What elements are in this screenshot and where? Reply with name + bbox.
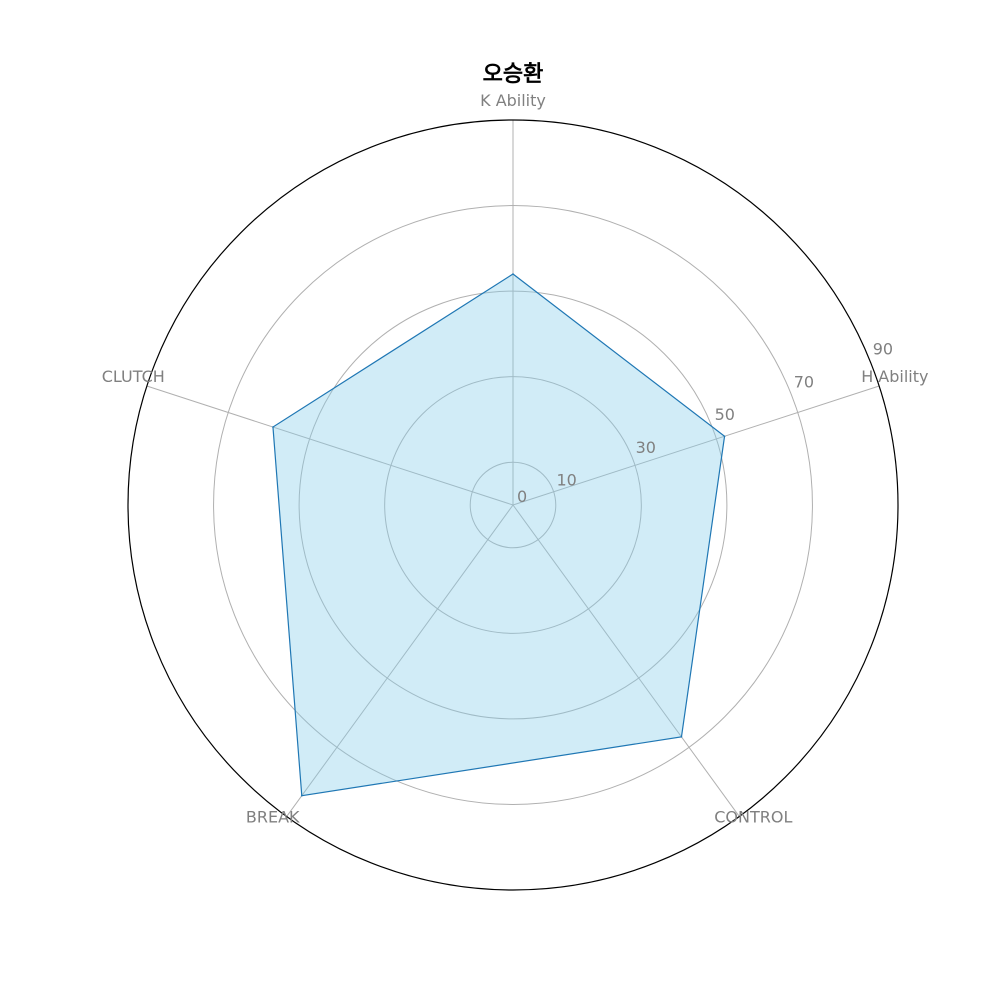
r-tick-label: 10 [557, 471, 577, 490]
series-line [272, 273, 726, 797]
axis-label-clutch: CLUTCH [102, 367, 165, 386]
spoke-line [512, 385, 880, 506]
data-point-control [680, 736, 683, 738]
r-tick-label: 0 [517, 487, 527, 506]
r-tick-label: 50 [715, 405, 735, 424]
data-point-k-ability [512, 273, 514, 275]
axis-label-k-ability: K Ability [480, 91, 546, 110]
outer-frame [127, 119, 899, 891]
data-point-h-ability [723, 435, 726, 438]
r-tick-label: 30 [636, 438, 656, 457]
axis-label-h-ability: H Ability [861, 367, 928, 386]
spoke-line [146, 385, 514, 506]
axis-label-control: CONTROL [714, 808, 792, 827]
r-tick-label: 70 [794, 372, 814, 391]
data-point-clutch [272, 426, 274, 428]
spoke-line [512, 504, 740, 817]
spoke-line [286, 504, 514, 817]
series-area [272, 274, 725, 796]
chart-title: 오승환 [483, 62, 544, 87]
data-point-break [300, 794, 303, 797]
axis-label-break: BREAK [246, 808, 300, 827]
r-tick-label: 90 [873, 340, 893, 359]
